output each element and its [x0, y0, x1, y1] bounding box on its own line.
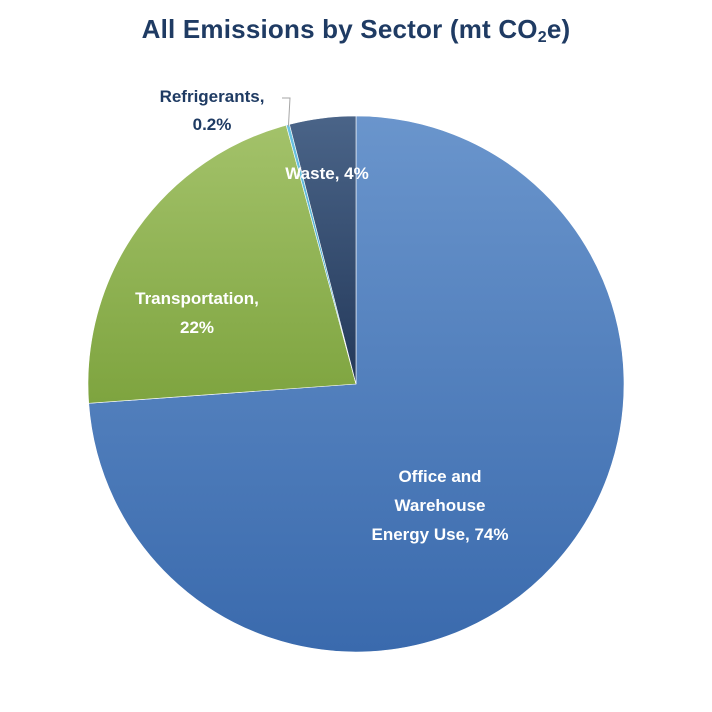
slice-label-line: Energy Use, 74% [371, 525, 508, 544]
slice-label-line: Refrigerants, [160, 87, 265, 106]
slices-layer [87, 115, 625, 653]
pie-slice-waste [289, 115, 357, 385]
pie-slice-office-and-warehouse-energy-use [88, 115, 625, 653]
slice-label-refrigerants: Refrigerants, 0.2% [160, 87, 265, 134]
slice-label-waste: Waste, 4% [285, 164, 368, 183]
chart-title-suffix: e) [546, 14, 571, 44]
slice-label-office-and-warehouse-energy-use: Office and Warehouse Energy Use, 74% [371, 467, 508, 544]
slice-label-line: Waste, 4% [285, 164, 368, 183]
leader-lines-layer [282, 97, 291, 127]
chart-title: All Emissions by Sector (mt CO2e) [0, 14, 712, 47]
slice-label-line: Transportation, [135, 289, 259, 308]
slice-label-line: Warehouse [394, 496, 485, 515]
labels-layer: Office and Warehouse Energy Use, 74% Transp… [135, 87, 508, 544]
pie-slice-transportation [87, 124, 357, 404]
slice-label-line: 0.2% [193, 115, 232, 134]
leader-line-refrigerants [282, 97, 291, 127]
slice-label-line: Office and [398, 467, 481, 486]
chart-title-prefix: All Emissions by Sector (mt CO [141, 14, 538, 44]
slice-label-transportation: Transportation, 22% [135, 289, 259, 337]
chart-title-subscript: 2 [537, 29, 547, 46]
slice-label-line: 22% [180, 318, 214, 337]
